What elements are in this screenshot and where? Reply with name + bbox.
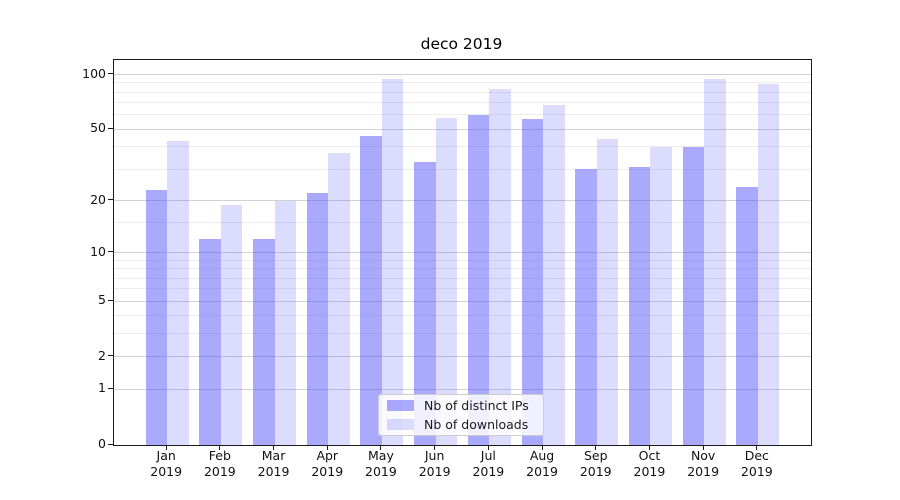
y-gridline-minor <box>114 168 811 170</box>
bar-downloads <box>435 117 458 445</box>
y-tick <box>108 299 113 301</box>
y-tick-label: 20 <box>90 191 106 207</box>
x-tick-label: Jun 2019 <box>418 448 451 479</box>
plot-area <box>113 59 812 446</box>
bar-distinct-ips <box>575 169 597 445</box>
x-tick-label: Jul 2019 <box>472 448 505 479</box>
x-tick <box>165 445 167 450</box>
y-tick-label: 1 <box>98 380 106 396</box>
x-tick <box>380 445 382 450</box>
bar-downloads <box>328 152 350 445</box>
x-tick-label: Mar 2019 <box>257 448 290 479</box>
y-tick <box>108 73 113 74</box>
y-gridline-major <box>114 300 811 302</box>
bar-downloads <box>704 78 726 445</box>
x-tick <box>326 445 328 450</box>
bar-distinct-ips <box>360 135 382 445</box>
y-tick-label: 2 <box>98 347 106 363</box>
bar-downloads <box>489 89 511 445</box>
x-tick-label: Aug 2019 <box>526 448 558 479</box>
bar-distinct-ips <box>682 146 705 445</box>
x-tick <box>541 445 543 450</box>
x-tick-label: Jan 2019 <box>150 448 183 479</box>
y-tick <box>108 199 113 201</box>
bar-downloads <box>274 200 297 445</box>
x-tick <box>434 445 436 450</box>
y-tick-label: 50 <box>90 120 106 136</box>
y-gridline-major <box>114 388 811 390</box>
y-gridline-minor <box>114 91 811 93</box>
x-tick-label: Feb 2019 <box>203 448 236 479</box>
y-gridline-minor <box>114 277 811 279</box>
x-tick <box>487 445 489 450</box>
y-gridline-minor <box>114 221 811 223</box>
bar-downloads <box>650 146 672 445</box>
x-tick-label: Sep 2019 <box>579 448 612 479</box>
y-gridline-major <box>114 356 811 358</box>
y-gridline-minor <box>114 146 811 148</box>
legend-label-downloads: Nb of downloads <box>424 417 529 432</box>
legend-swatch-distinct-ips <box>387 400 414 411</box>
x-tick-label: May 2019 <box>365 448 397 479</box>
y-tick <box>108 251 113 252</box>
y-gridline-minor <box>114 259 811 261</box>
y-gridline-major <box>114 128 811 130</box>
y-gridline-minor <box>114 333 811 335</box>
y-gridline-minor <box>114 315 811 317</box>
chart-title: deco 2019 <box>420 35 503 53</box>
x-tick-label: Dec 2019 <box>740 448 773 479</box>
legend-item-downloads: Nb of downloads <box>387 417 543 433</box>
bar-distinct-ips <box>145 189 168 445</box>
legend-item-distinct-ips: Nb of distinct IPs <box>387 398 543 414</box>
bar-distinct-ips <box>521 119 544 445</box>
y-gridline-minor <box>114 114 811 116</box>
bar-distinct-ips <box>199 239 221 445</box>
bar-distinct-ips <box>467 114 490 445</box>
bar-downloads <box>757 83 780 445</box>
y-gridline-minor <box>114 268 811 270</box>
y-tick-label: 0 <box>98 436 106 451</box>
bar-distinct-ips <box>628 166 651 445</box>
y-gridline-minor <box>114 82 811 84</box>
bar-distinct-ips <box>306 193 329 445</box>
legend-swatch-downloads <box>387 419 414 430</box>
x-tick <box>648 445 650 450</box>
y-gridline-minor <box>114 102 811 104</box>
y-tick <box>108 443 113 445</box>
legend-label-distinct-ips: Nb of distinct IPs <box>424 398 529 413</box>
y-gridline-major <box>114 200 811 202</box>
bar-downloads <box>543 105 565 445</box>
bar-distinct-ips <box>414 161 436 445</box>
y-tick <box>108 127 113 129</box>
y-tick-label: 5 <box>98 292 106 308</box>
y-gridline-major <box>114 74 811 75</box>
x-tick <box>756 445 758 450</box>
bar-downloads <box>596 139 619 445</box>
x-tick-label: Apr 2019 <box>311 448 344 479</box>
x-tick-label: Oct 2019 <box>633 448 666 479</box>
x-tick <box>219 445 221 450</box>
bar-downloads <box>220 204 243 445</box>
y-tick-label: 100 <box>82 65 106 81</box>
y-gridline-minor <box>114 288 811 290</box>
legend: Nb of distinct IPs Nb of downloads <box>378 394 544 436</box>
y-tick-label: 10 <box>90 243 106 259</box>
x-tick-label: Nov 2019 <box>687 448 720 479</box>
y-gridline-major <box>114 252 811 253</box>
x-tick <box>273 445 275 450</box>
bar-distinct-ips <box>736 186 758 445</box>
bar-downloads <box>381 78 404 445</box>
y-tick <box>108 387 113 389</box>
x-tick <box>702 445 704 450</box>
y-tick <box>108 355 113 357</box>
bar-downloads <box>167 141 189 445</box>
x-tick <box>595 445 597 450</box>
bar-distinct-ips <box>253 239 275 445</box>
